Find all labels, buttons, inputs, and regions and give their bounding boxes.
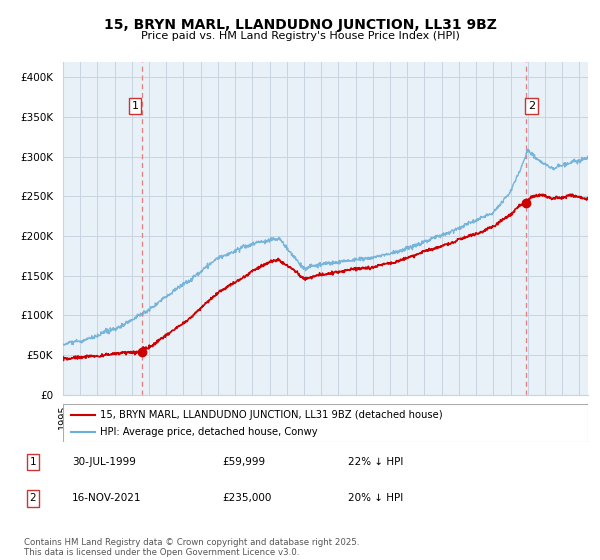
Text: 15, BRYN MARL, LLANDUDNO JUNCTION, LL31 9BZ (detached house): 15, BRYN MARL, LLANDUDNO JUNCTION, LL31 … xyxy=(100,409,442,419)
Text: Price paid vs. HM Land Registry's House Price Index (HPI): Price paid vs. HM Land Registry's House … xyxy=(140,31,460,41)
Text: 2: 2 xyxy=(528,101,535,111)
Text: 15, BRYN MARL, LLANDUDNO JUNCTION, LL31 9BZ: 15, BRYN MARL, LLANDUDNO JUNCTION, LL31 … xyxy=(104,18,496,32)
Text: Contains HM Land Registry data © Crown copyright and database right 2025.
This d: Contains HM Land Registry data © Crown c… xyxy=(24,538,359,557)
Text: £235,000: £235,000 xyxy=(222,493,271,503)
Text: 20% ↓ HPI: 20% ↓ HPI xyxy=(348,493,403,503)
Text: 1: 1 xyxy=(131,101,139,111)
Text: 2: 2 xyxy=(29,493,37,503)
Text: £59,999: £59,999 xyxy=(222,457,265,467)
Text: 30-JUL-1999: 30-JUL-1999 xyxy=(72,457,136,467)
Text: 16-NOV-2021: 16-NOV-2021 xyxy=(72,493,142,503)
Text: 22% ↓ HPI: 22% ↓ HPI xyxy=(348,457,403,467)
Text: HPI: Average price, detached house, Conwy: HPI: Average price, detached house, Conw… xyxy=(100,427,317,437)
Text: 1: 1 xyxy=(29,457,37,467)
